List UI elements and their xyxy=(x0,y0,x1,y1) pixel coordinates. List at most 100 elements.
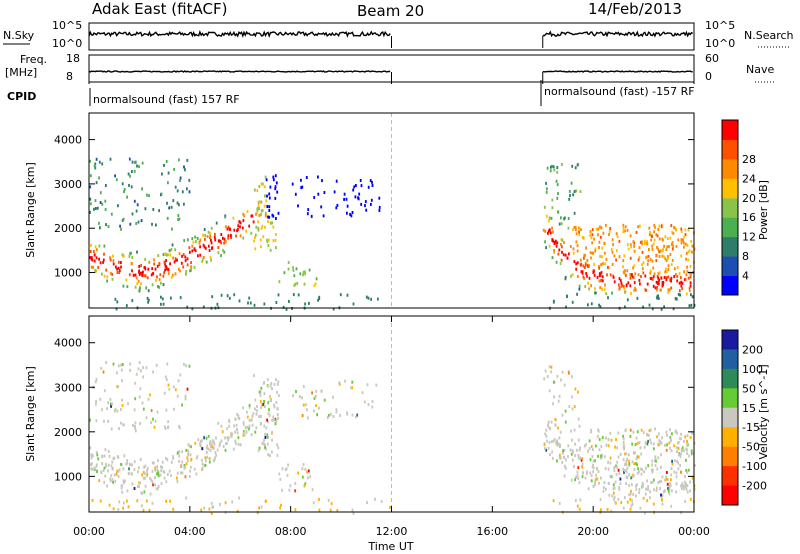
echo-cell xyxy=(126,285,129,289)
echo-cell xyxy=(304,482,307,486)
echo-cell xyxy=(601,436,604,440)
echo-cell xyxy=(647,254,650,258)
echo-cell xyxy=(664,443,666,447)
echo-cell xyxy=(104,448,107,452)
echo-cell xyxy=(89,159,91,163)
echo-cell xyxy=(167,268,170,272)
echo-cell xyxy=(647,485,649,489)
echo-cell xyxy=(165,408,168,412)
echo-cell xyxy=(629,276,632,280)
echo-cell xyxy=(154,466,157,470)
echo-cell xyxy=(180,261,183,265)
echo-cell xyxy=(161,460,164,464)
echo-cell xyxy=(160,465,162,469)
echo-cell xyxy=(632,474,635,478)
echo-cell xyxy=(267,220,269,223)
echo-cell xyxy=(89,418,91,422)
echo-cell xyxy=(629,256,632,260)
echo-cell xyxy=(661,502,664,506)
echo-cell xyxy=(579,258,582,262)
echo-cell xyxy=(638,491,641,495)
echo-cell xyxy=(658,271,661,275)
echo-cell xyxy=(550,216,553,220)
echo-cell xyxy=(624,225,627,229)
echo-cell xyxy=(90,174,92,178)
echo-cell xyxy=(106,484,108,488)
echo-cell xyxy=(544,240,546,244)
echo-cell xyxy=(250,418,253,422)
echo-cell xyxy=(259,393,262,397)
echo-cell xyxy=(90,257,93,261)
echo-cell xyxy=(644,492,647,496)
echo-cell xyxy=(235,442,237,445)
echo-cell xyxy=(163,260,166,264)
echo-cell xyxy=(168,249,171,253)
echo-cell xyxy=(624,428,627,432)
echo-cell xyxy=(361,391,364,395)
echo-cell xyxy=(618,255,621,259)
echo-cell xyxy=(631,442,634,446)
echo-cell xyxy=(89,256,92,260)
echo-cell xyxy=(633,288,635,292)
echo-cell xyxy=(599,225,601,229)
echo-cell xyxy=(177,451,179,455)
echo-cell xyxy=(660,441,663,445)
echo-cell xyxy=(685,257,687,261)
echo-cell xyxy=(686,452,688,455)
echo-cell xyxy=(167,383,170,387)
echo-cell xyxy=(178,426,181,430)
echo-cell xyxy=(160,302,162,306)
echo-cell xyxy=(574,499,577,502)
echo-cell xyxy=(142,270,144,274)
echo-cell xyxy=(653,223,656,227)
echo-cell xyxy=(111,402,113,406)
echo-cell xyxy=(178,450,181,454)
echo-cell xyxy=(548,244,551,248)
echo-cell xyxy=(602,231,605,235)
echo-cell xyxy=(678,281,681,285)
echo-cell xyxy=(617,497,620,501)
echo-cell xyxy=(593,273,596,277)
echo-cell xyxy=(630,483,633,487)
echo-cell xyxy=(616,235,619,239)
echo-cell xyxy=(667,267,670,271)
echo-cell xyxy=(125,304,128,308)
echo-cell xyxy=(201,258,204,262)
echo-cell xyxy=(559,430,562,434)
echo-cell xyxy=(268,209,271,212)
echo-cell xyxy=(572,247,575,251)
echo-cell xyxy=(571,300,574,304)
echo-cell xyxy=(186,305,189,309)
echo-cell xyxy=(665,276,668,280)
echo-cell xyxy=(264,436,267,439)
echo-cell xyxy=(549,453,551,457)
echo-cell xyxy=(292,268,295,272)
echo-cell xyxy=(327,414,330,417)
echo-cell xyxy=(592,485,595,488)
echo-cell xyxy=(136,250,138,254)
echo-cell xyxy=(575,262,578,266)
echo-cell xyxy=(163,425,166,429)
echo-cell xyxy=(613,469,616,473)
echo-cell xyxy=(622,223,625,227)
velocity-colorbar-tick-label: 200 xyxy=(742,343,763,356)
echo-cell xyxy=(151,222,153,226)
echo-cell xyxy=(670,263,673,267)
echo-cell xyxy=(677,292,680,296)
echo-cell xyxy=(576,249,579,253)
echo-cell xyxy=(592,470,595,474)
echo-cell xyxy=(256,210,259,214)
echo-cell xyxy=(276,453,279,457)
echo-cell xyxy=(266,194,268,198)
echo-cell xyxy=(625,470,628,474)
echo-cell xyxy=(552,499,555,503)
echo-cell xyxy=(125,278,128,282)
echo-cell xyxy=(164,375,167,379)
echo-cell xyxy=(569,448,572,452)
echo-cell xyxy=(677,453,680,457)
echo-cell xyxy=(681,446,684,450)
echo-cell xyxy=(556,166,559,169)
echo-cell xyxy=(224,448,227,452)
echo-cell xyxy=(343,197,345,201)
echo-cell xyxy=(639,240,642,244)
